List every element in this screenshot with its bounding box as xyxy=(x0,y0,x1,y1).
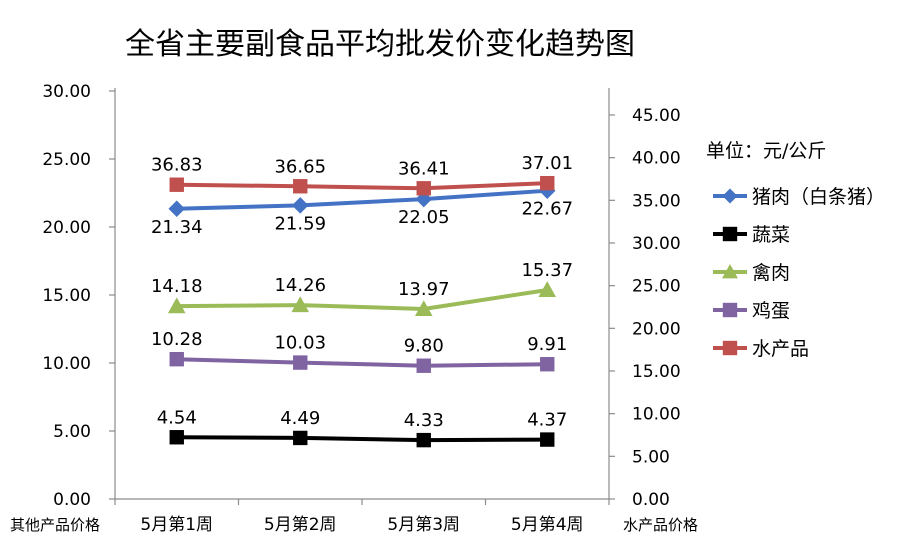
series-蔬菜: 4.54 4.49 4.33 4.37 xyxy=(157,407,567,448)
chart-title: 全省主要副食品平均批发价变化趋势图 xyxy=(125,27,635,62)
data-point xyxy=(167,297,186,314)
series-猪肉（白条猪）: 21.34 21.59 22.05 22.67 xyxy=(151,182,573,238)
x-tick-label: 5月第3周 xyxy=(387,515,460,535)
data-label: 22.67 xyxy=(521,199,573,220)
series-line xyxy=(176,181,548,191)
legend-item: 蔬菜 xyxy=(713,224,790,246)
data-point xyxy=(414,300,433,317)
left-tick-label: 15.00 xyxy=(42,286,91,306)
data-point xyxy=(416,358,431,373)
legend-label: 猪肉（白条猪） xyxy=(752,186,885,208)
data-point xyxy=(722,302,738,318)
series-line xyxy=(176,435,548,443)
series-line xyxy=(176,188,548,211)
data-point xyxy=(540,432,555,447)
data-label: 4.49 xyxy=(280,408,320,429)
legend-item: 猪肉（白条猪） xyxy=(713,186,885,208)
data-label: 4.33 xyxy=(404,410,444,431)
left-tick-label: 30.00 xyxy=(42,82,91,102)
data-label: 9.80 xyxy=(404,336,444,357)
series-layer: 21.34 21.59 22.05 22.67 4.54 4.49 4.33 4.37 14.1… xyxy=(151,153,573,448)
data-label: 15.37 xyxy=(521,260,573,281)
data-point xyxy=(169,177,184,192)
data-point xyxy=(416,432,431,448)
data-label: 21.59 xyxy=(274,213,326,234)
data-point xyxy=(169,351,184,367)
data-point xyxy=(722,226,738,242)
left-tick-label: 5.00 xyxy=(53,422,91,442)
unit-label: 单位：元/公斤 xyxy=(706,140,826,162)
right-tick-label: 5.00 xyxy=(632,447,670,467)
right-axis-caption: 水产品价格 xyxy=(623,516,698,534)
legend-label: 水产品 xyxy=(752,338,809,360)
legend-item: 鸡蛋 xyxy=(713,300,790,322)
right-tick-label: 40.00 xyxy=(632,149,681,169)
legend-label: 禽肉 xyxy=(752,262,790,284)
data-label: 14.18 xyxy=(151,276,203,297)
data-point xyxy=(538,281,557,298)
legend-item: 禽肉 xyxy=(713,262,790,284)
right-axis-ticks: 0.00 5.00 10.00 15.00 20.00 25.00 30.00 35.00 40… xyxy=(609,106,681,510)
legend-item: 水产品 xyxy=(713,338,809,360)
data-label: 21.34 xyxy=(151,217,203,238)
data-label: 10.28 xyxy=(151,329,203,350)
left-axis-caption: 其他产品价格 xyxy=(10,516,100,534)
left-tick-label: 0.00 xyxy=(53,490,91,510)
legend-label: 蔬菜 xyxy=(752,224,790,246)
data-point xyxy=(291,296,310,313)
data-label: 4.54 xyxy=(157,407,197,428)
data-point xyxy=(416,181,431,196)
data-point xyxy=(722,264,738,279)
x-tick-label: 5月第4周 xyxy=(511,515,584,535)
data-label: 36.41 xyxy=(398,158,450,179)
data-label: 36.83 xyxy=(151,155,203,176)
left-tick-label: 10.00 xyxy=(42,354,91,374)
data-label: 22.05 xyxy=(398,207,450,228)
data-point xyxy=(722,188,738,204)
data-label: 9.91 xyxy=(527,334,567,355)
series-水产品: 36.83 36.65 36.41 37.01 xyxy=(151,153,573,196)
right-tick-label: 15.00 xyxy=(632,362,681,382)
data-point xyxy=(293,355,308,370)
data-label: 37.01 xyxy=(521,153,573,174)
data-point xyxy=(540,357,555,372)
data-label: 10.03 xyxy=(274,333,326,354)
series-鸡蛋: 10.28 10.03 9.80 9.91 xyxy=(151,329,567,373)
right-tick-label: 25.00 xyxy=(632,277,681,297)
data-point xyxy=(540,175,555,191)
series-line xyxy=(176,357,548,368)
right-tick-label: 0.00 xyxy=(632,490,670,510)
data-point xyxy=(293,430,308,446)
data-point xyxy=(293,179,308,194)
right-tick-label: 10.00 xyxy=(632,405,681,425)
left-tick-label: 20.00 xyxy=(42,218,91,238)
series-line xyxy=(176,287,548,312)
right-tick-label: 20.00 xyxy=(632,319,681,339)
left-axis-ticks: 0.00 5.00 10.00 15.00 20.00 25.00 30.00 xyxy=(42,82,115,510)
data-point xyxy=(169,430,184,445)
legend-label: 鸡蛋 xyxy=(752,300,790,322)
x-tick-label: 5月第2周 xyxy=(264,515,337,535)
data-label: 4.37 xyxy=(527,410,567,431)
series-禽肉: 14.18 14.26 13.97 15.37 xyxy=(151,260,573,317)
data-point xyxy=(722,340,738,356)
right-tick-label: 30.00 xyxy=(632,234,681,254)
x-tick-label: 5月第1周 xyxy=(140,515,213,535)
data-point xyxy=(168,200,185,218)
data-label: 36.65 xyxy=(274,156,326,177)
left-tick-label: 25.00 xyxy=(42,150,91,170)
data-label: 14.26 xyxy=(274,275,326,296)
data-label: 13.97 xyxy=(398,279,450,300)
right-tick-label: 35.00 xyxy=(632,191,681,211)
x-axis-ticks: 5月第1周 5月第2周 5月第3周 5月第4周 xyxy=(114,499,610,535)
right-tick-label: 45.00 xyxy=(632,106,681,126)
data-point xyxy=(292,197,309,214)
